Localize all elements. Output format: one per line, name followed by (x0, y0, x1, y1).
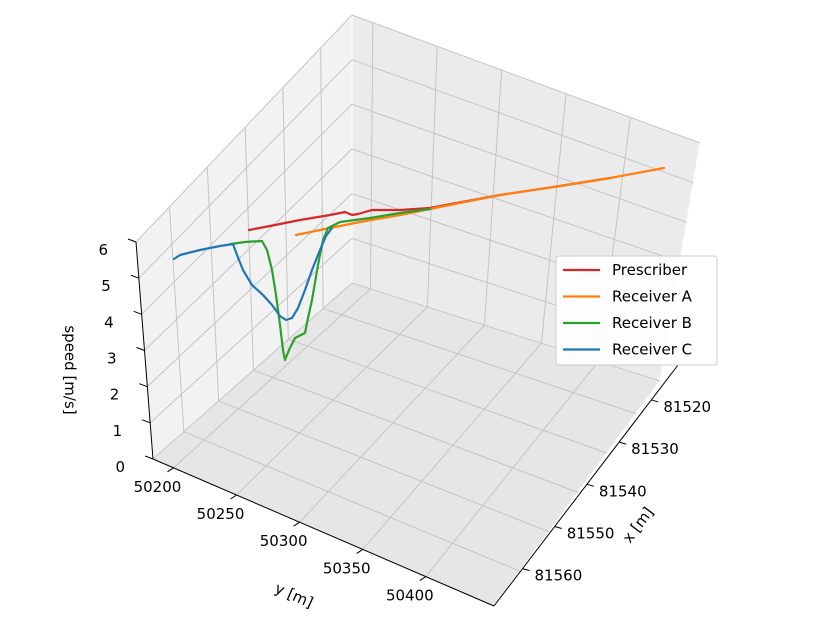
tick-label-y: 50300 (260, 532, 308, 550)
axis-ticks: 50200 50250 50300 50350 50400 81520 81530 81540… (98, 238, 711, 605)
tick-mark-y (419, 576, 427, 582)
tick-label-z: 4 (104, 313, 114, 331)
grid-line-y (425, 361, 599, 577)
series-line-receiver-c (172, 226, 334, 322)
tick-mark-y (293, 521, 300, 527)
y-axis-line (152, 458, 495, 607)
tick-mark-x (586, 483, 595, 487)
tick-label-z: 3 (107, 350, 117, 368)
tick-label-y: 50250 (197, 505, 245, 523)
tick-mark-x (618, 441, 627, 445)
tick-label-z: 0 (115, 458, 125, 476)
grid-lines (135, 14, 701, 577)
grid-line-x (322, 308, 637, 415)
tick-mark-z (144, 455, 154, 460)
z-axis-label: speed [m/s] (61, 325, 79, 414)
tick-mark-x (651, 399, 659, 403)
grid-line-x (183, 431, 520, 572)
tick-label-x: 81520 (663, 398, 711, 416)
grid-line-z-left (146, 193, 353, 388)
tick-mark-y (230, 494, 237, 500)
grid-line-y (362, 342, 542, 550)
tick-label-z: 6 (98, 241, 108, 259)
legend-label: Receiver B (612, 314, 692, 332)
grid-line-z-back (351, 59, 694, 184)
tick-label-y: 50400 (386, 587, 434, 605)
grid-line-z-back (351, 103, 687, 223)
grid-line-z-left (152, 282, 353, 460)
grid-line-x (288, 338, 608, 454)
grid-line-z-left (141, 103, 353, 315)
legend-label: Receiver C (612, 341, 692, 359)
legend: Prescriber Receiver A Receiver B Receiver C (555, 255, 718, 366)
grid-line-x (253, 369, 579, 493)
grid-line-z-left (138, 59, 353, 279)
y-axis-label: y [m] (272, 579, 316, 612)
tick-mark-z (141, 419, 151, 424)
legend-box (555, 255, 718, 366)
tick-mark-z (139, 383, 148, 388)
grid-line-x (218, 400, 549, 533)
grid-line-y (299, 324, 485, 523)
tick-label-z: 2 (110, 386, 120, 404)
tick-label-z: 5 (101, 277, 111, 295)
grid-line-z-back (351, 14, 701, 144)
x-axis-label: x [m] (619, 504, 657, 547)
tick-mark-z (127, 238, 137, 243)
grid-line-z-left (135, 14, 353, 243)
grid-line-y (173, 288, 371, 469)
tick-mark-z (136, 347, 145, 351)
tick-mark-y (356, 548, 363, 554)
grid-line-y (236, 306, 428, 496)
tick-mark-z (130, 274, 140, 279)
tick-label-x: 81530 (631, 440, 679, 458)
tick-label-x: 81540 (599, 482, 647, 500)
series-line-receiver-b (229, 207, 432, 362)
tick-mark-y (167, 467, 174, 473)
legend-label: Prescriber (612, 261, 688, 279)
grid-line-z-back (351, 148, 681, 263)
series-lines (172, 166, 666, 362)
tick-mark-x (522, 568, 530, 572)
x-axis-line (493, 364, 679, 607)
tick-label-x: 81560 (535, 567, 583, 585)
tick-label-y: 50350 (323, 559, 371, 577)
tick-label-x: 81550 (567, 524, 615, 542)
tick-label-y: 50200 (134, 478, 182, 496)
grid-line-z-left (144, 148, 353, 351)
tick-mark-z (133, 310, 142, 315)
tick-label-z: 1 (113, 422, 123, 440)
tick-mark-x (554, 525, 562, 529)
legend-label: Receiver A (612, 288, 693, 306)
